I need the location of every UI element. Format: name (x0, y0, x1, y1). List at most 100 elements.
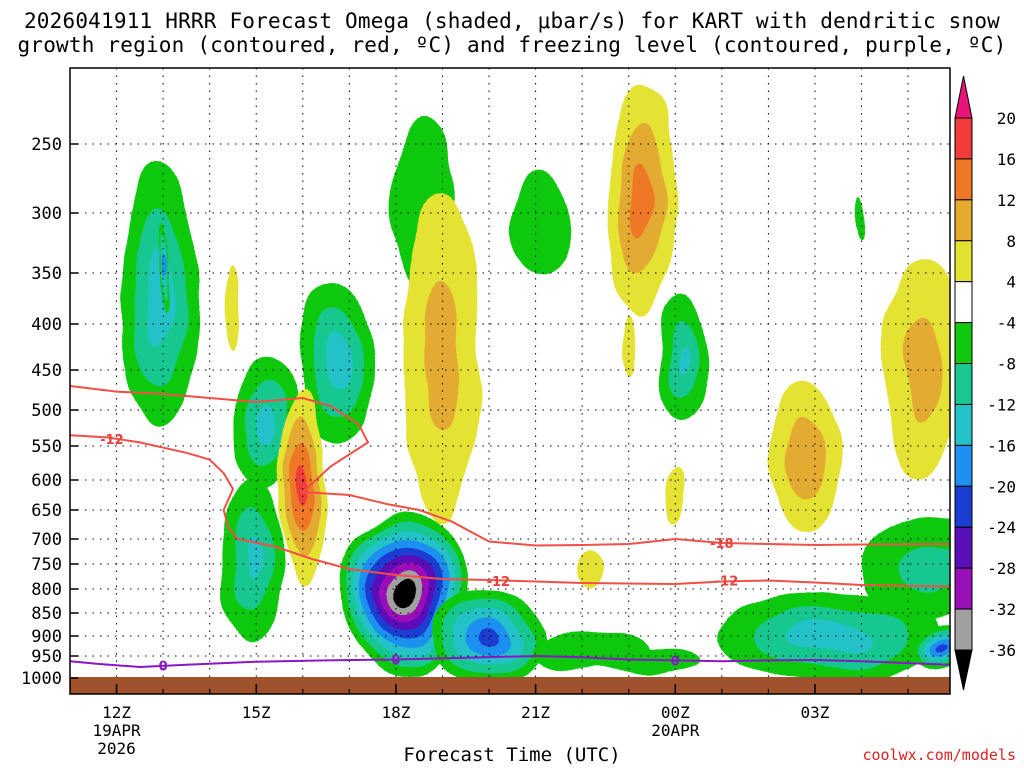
colorbar-label: 16 (997, 150, 1016, 169)
y-tick-label: 650 (31, 501, 62, 521)
omega-band (424, 278, 461, 434)
terrain-ground (70, 677, 950, 694)
y-tick-label: 250 (31, 135, 62, 155)
x-tick-label: 15Z (242, 703, 271, 722)
colorbar-label: 20 (997, 109, 1016, 128)
colorbar-label: -24 (987, 518, 1016, 537)
contour-lines: -18 -12 -12 -12 0 0 0 (70, 385, 950, 675)
omega-band (322, 331, 349, 391)
omega-band (225, 264, 241, 353)
y-tick-label: 800 (31, 580, 62, 600)
colorbar-label: -12 (987, 395, 1016, 414)
omega-band (160, 254, 167, 280)
y-tick-label: 1000 (21, 669, 62, 689)
omega-band (576, 549, 607, 589)
x-tick-label: 21Z (521, 703, 550, 722)
x-tick-label: 18Z (381, 703, 410, 722)
omega-blob (665, 468, 686, 522)
omega-band (938, 646, 950, 654)
freezing-level-label: 0 (391, 654, 400, 669)
omega-band (255, 404, 276, 445)
y-tick-label: 450 (31, 361, 62, 381)
dgz-contour-line (70, 385, 950, 547)
omega-blob (576, 549, 607, 589)
x-tick-date: 19APR (92, 721, 141, 740)
colorbar-segment (954, 322, 973, 365)
omega-band (509, 171, 572, 279)
omega-blob (610, 78, 675, 321)
colorbar-segment (954, 281, 973, 324)
freezing-level-label: 0 (159, 660, 168, 675)
omega-blob (883, 260, 950, 480)
omega-band (244, 539, 259, 579)
colorbar-label: -28 (987, 559, 1016, 578)
omega-blob (225, 264, 241, 353)
plot-frame (69, 67, 951, 695)
colorbar-segment (954, 526, 973, 569)
dgz-contour-line (70, 434, 950, 588)
y-tick-label: 600 (31, 471, 62, 491)
colorbar-top-arrow (954, 75, 973, 119)
pressure-axis: 250 300 350 400 450 500 550 600 650 700 750 800 850 9… (21, 135, 78, 689)
y-tick-label: 350 (31, 264, 62, 284)
colorbar-segment (954, 567, 973, 610)
omega-blob (909, 629, 950, 671)
dgz-contour-label: -12 (487, 575, 511, 590)
freezing-level-line (70, 654, 950, 669)
colorbar-label: -32 (987, 600, 1016, 619)
y-tick-label: 500 (31, 401, 62, 421)
omega-band (788, 417, 824, 502)
colorbar-label: -4 (997, 314, 1016, 333)
colorbar-segment (954, 363, 973, 405)
omega-blob (772, 379, 839, 540)
x-tick-year: 2026 (97, 739, 136, 758)
omega-colorbar: 20 16 12 8 4 -4 -8 -12 -16 -20 -24 -28 -32 -36 (954, 75, 1016, 691)
chart-title-line-2: growth region (contoured, red, ºC) and f… (17, 33, 1007, 57)
x-tick-label: 00Z (661, 703, 690, 722)
omega-blob (659, 296, 711, 426)
colorbar-segment (954, 608, 973, 651)
y-tick-label: 850 (31, 604, 62, 624)
y-tick-label: 700 (31, 530, 62, 550)
omega-blob (119, 161, 198, 430)
y-tick-label: 900 (31, 627, 62, 647)
colorbar-label: 8 (1006, 232, 1016, 251)
x-axis-label: Forecast Time (UTC) (403, 744, 621, 766)
colorbar-label: -36 (987, 641, 1016, 660)
omega-blob (221, 476, 282, 642)
colorbar-label: 4 (1006, 273, 1016, 292)
colorbar-segment (954, 158, 973, 201)
colorbar-segment (954, 485, 973, 528)
y-tick-label: 400 (31, 315, 62, 335)
colorbar-label: -20 (987, 477, 1016, 496)
dgz-contour-label: -12 (715, 575, 739, 590)
y-tick-label: 300 (31, 204, 62, 224)
colorbar-segment (954, 117, 973, 160)
omega-blob (157, 219, 169, 315)
colorbar-label: -8 (997, 355, 1016, 374)
omega-band (678, 345, 691, 377)
omega-shaded-field (119, 78, 950, 685)
colorbar-bottom-arrow (954, 649, 973, 691)
omega-band (392, 578, 418, 610)
omega-blob (861, 514, 950, 624)
dgz-contour-label: -12 (100, 433, 124, 448)
x-tick-label: 03Z (801, 703, 830, 722)
dgz-contour-label: -18 (710, 537, 734, 552)
omega-blob (403, 189, 482, 523)
colorbar-segment (954, 403, 973, 446)
site-credit[interactable]: coolwx.com/models (862, 746, 1016, 764)
colorbar-label: 12 (997, 191, 1016, 210)
omega-band (903, 318, 941, 422)
y-tick-label: 950 (31, 647, 62, 667)
omega-blob (509, 171, 572, 279)
x-tick-label: 12Z (102, 703, 131, 722)
omega-band (898, 543, 950, 595)
colorbar-label: -16 (987, 436, 1016, 455)
colorbar-segment (954, 199, 973, 242)
y-tick-label: 550 (31, 437, 62, 457)
y-tick-label: 750 (31, 555, 62, 575)
colorbar-segment (954, 240, 973, 283)
